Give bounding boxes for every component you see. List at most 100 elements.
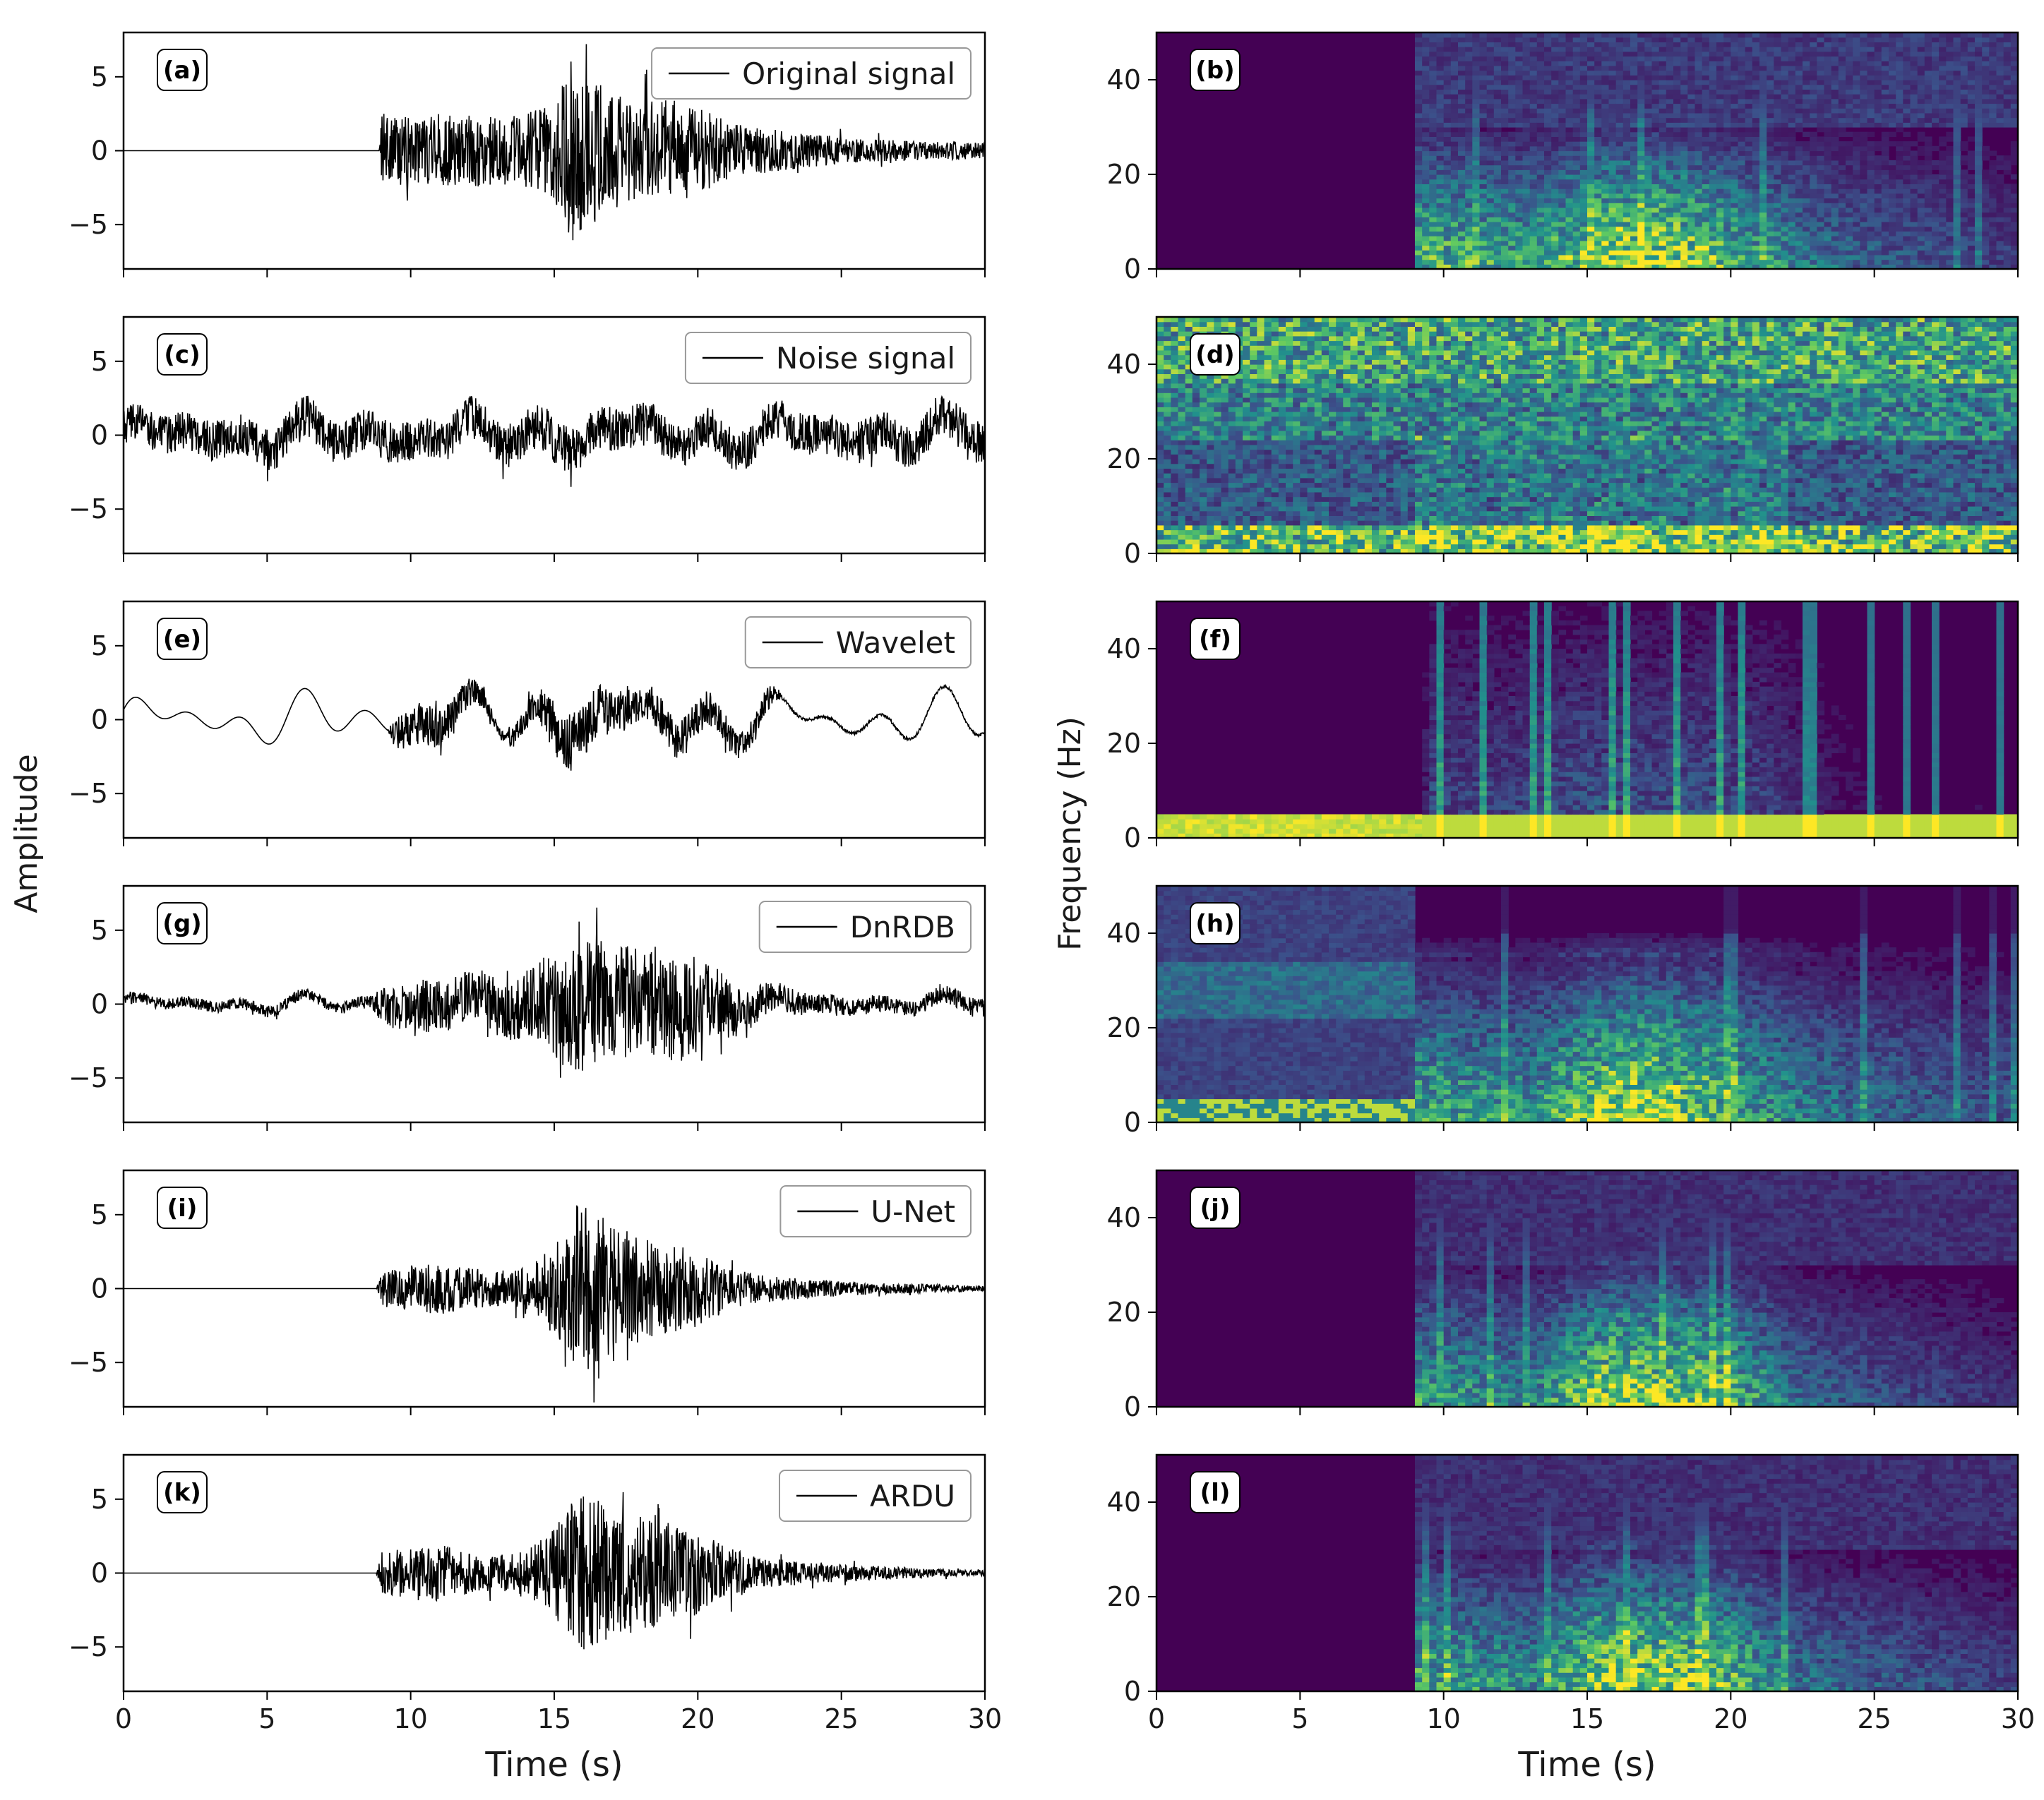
heatmap-cell (1867, 222, 1875, 227)
heatmap-cell (1630, 241, 1638, 246)
heatmap-cell (1759, 132, 1767, 137)
heatmap-cell (1659, 136, 1667, 141)
heatmap-cell (1178, 539, 1186, 544)
heatmap-cell (1551, 127, 1559, 132)
heatmap-cell (1630, 188, 1638, 193)
heatmap-cell (1687, 198, 1695, 203)
heatmap-cell (1968, 222, 1976, 227)
heatmap-cell (1781, 151, 1789, 156)
heatmap-cell (1637, 222, 1645, 227)
heatmap-cell (1480, 236, 1488, 241)
heatmap-cell (1637, 136, 1645, 141)
heatmap-cell (1594, 212, 1602, 217)
heatmap-cell (1932, 146, 1940, 151)
heatmap-cell (1687, 160, 1695, 165)
heatmap-cell (1616, 212, 1624, 217)
heatmap-cell (1609, 255, 1617, 260)
heatmap-cell (1566, 160, 1574, 165)
heatmap-cell (1551, 37, 1559, 42)
heatmap-cell (1673, 80, 1681, 85)
heatmap-cell (1759, 141, 1767, 146)
heatmap-cell (1738, 52, 1746, 56)
heatmap-cell (1745, 165, 1753, 170)
heatmap-cell (1250, 487, 1257, 492)
heatmap-cell (1444, 236, 1452, 241)
heatmap-cell (1702, 61, 1710, 66)
heatmap-cell (1415, 89, 1423, 94)
heatmap-cell (1243, 525, 1250, 530)
heatmap-cell (1723, 227, 1731, 232)
heatmap-cell (1853, 165, 1860, 170)
heatmap-cell (1580, 231, 1588, 236)
heatmap-cell (1415, 169, 1423, 174)
heatmap-cell (1616, 56, 1624, 61)
heatmap-cell (1207, 407, 1214, 412)
heatmap-cell (1946, 208, 1954, 212)
heatmap-cell (1846, 193, 1853, 198)
heatmap-cell (1601, 165, 1609, 170)
heatmap-cell (1680, 208, 1688, 212)
heatmap-cell (1587, 118, 1595, 123)
heatmap-cell (1415, 212, 1423, 217)
heatmap-cell (1867, 255, 1875, 260)
heatmap-cell (2004, 118, 2012, 123)
heatmap-cell (1702, 193, 1710, 198)
heatmap-cell (1853, 113, 1860, 118)
heatmap-cell (1551, 42, 1559, 47)
heatmap-cell (1451, 122, 1459, 127)
heatmap-cell (1437, 169, 1445, 174)
heatmap-cell (1616, 203, 1624, 208)
heatmap-cell (1185, 520, 1193, 525)
heatmap-cell (1451, 155, 1459, 160)
heatmap-cell (1623, 99, 1631, 104)
heatmap-cell (1918, 108, 1925, 113)
heatmap-cell (1659, 212, 1667, 217)
heatmap-cell (1616, 250, 1624, 255)
heatmap-cell (1558, 236, 1566, 241)
heatmap-cell (1429, 184, 1437, 188)
heatmap-cell (1566, 198, 1574, 203)
heatmap-cell (1530, 80, 1538, 85)
heatmap-cell (1515, 165, 1523, 170)
heatmap-cell (1609, 198, 1617, 203)
heatmap-cell (1157, 459, 1164, 464)
heatmap-cell (1652, 42, 1660, 47)
heatmap-cell (1530, 141, 1538, 146)
heatmap-cell (1889, 47, 1896, 52)
y-tick-label: 5 (91, 1199, 108, 1230)
heatmap-cell (1451, 165, 1459, 170)
heatmap-cell (1523, 85, 1531, 90)
heatmap-cell (1925, 169, 1932, 174)
heatmap-cell (1824, 236, 1832, 241)
heatmap-cell (1860, 132, 1867, 137)
heatmap-cell (1221, 492, 1229, 497)
heatmap-cell (1932, 260, 1940, 265)
heatmap-cell (1580, 146, 1588, 151)
heatmap-cell (1558, 260, 1566, 265)
heatmap-cell (1918, 136, 1925, 141)
heatmap-cell (1817, 118, 1824, 123)
heatmap-cell (1221, 473, 1229, 478)
heatmap-cell (1997, 47, 2004, 52)
heatmap-cell (1558, 136, 1566, 141)
heatmap-cell (1989, 37, 1997, 42)
heatmap-cell (1767, 66, 1774, 71)
heatmap-cell (1558, 42, 1566, 47)
heatmap-cell (1601, 231, 1609, 236)
heatmap-cell (1911, 151, 1918, 156)
heatmap-cell (1652, 208, 1660, 212)
heatmap-cell (1652, 198, 1660, 203)
heatmap-cell (1810, 37, 1817, 42)
heatmap-cell (1537, 52, 1545, 56)
heatmap-cell (1523, 188, 1531, 193)
heatmap-cell (1968, 250, 1976, 255)
heatmap-cell (1731, 42, 1738, 47)
heatmap-cell (1537, 236, 1545, 241)
heatmap-cell (1558, 71, 1566, 76)
heatmap-cell (1853, 255, 1860, 260)
heatmap-cell (1803, 113, 1810, 118)
heatmap-cell (1666, 108, 1674, 113)
heatmap-cell (1558, 85, 1566, 90)
heatmap-cell (1939, 141, 1947, 146)
heatmap-cell (1609, 52, 1617, 56)
